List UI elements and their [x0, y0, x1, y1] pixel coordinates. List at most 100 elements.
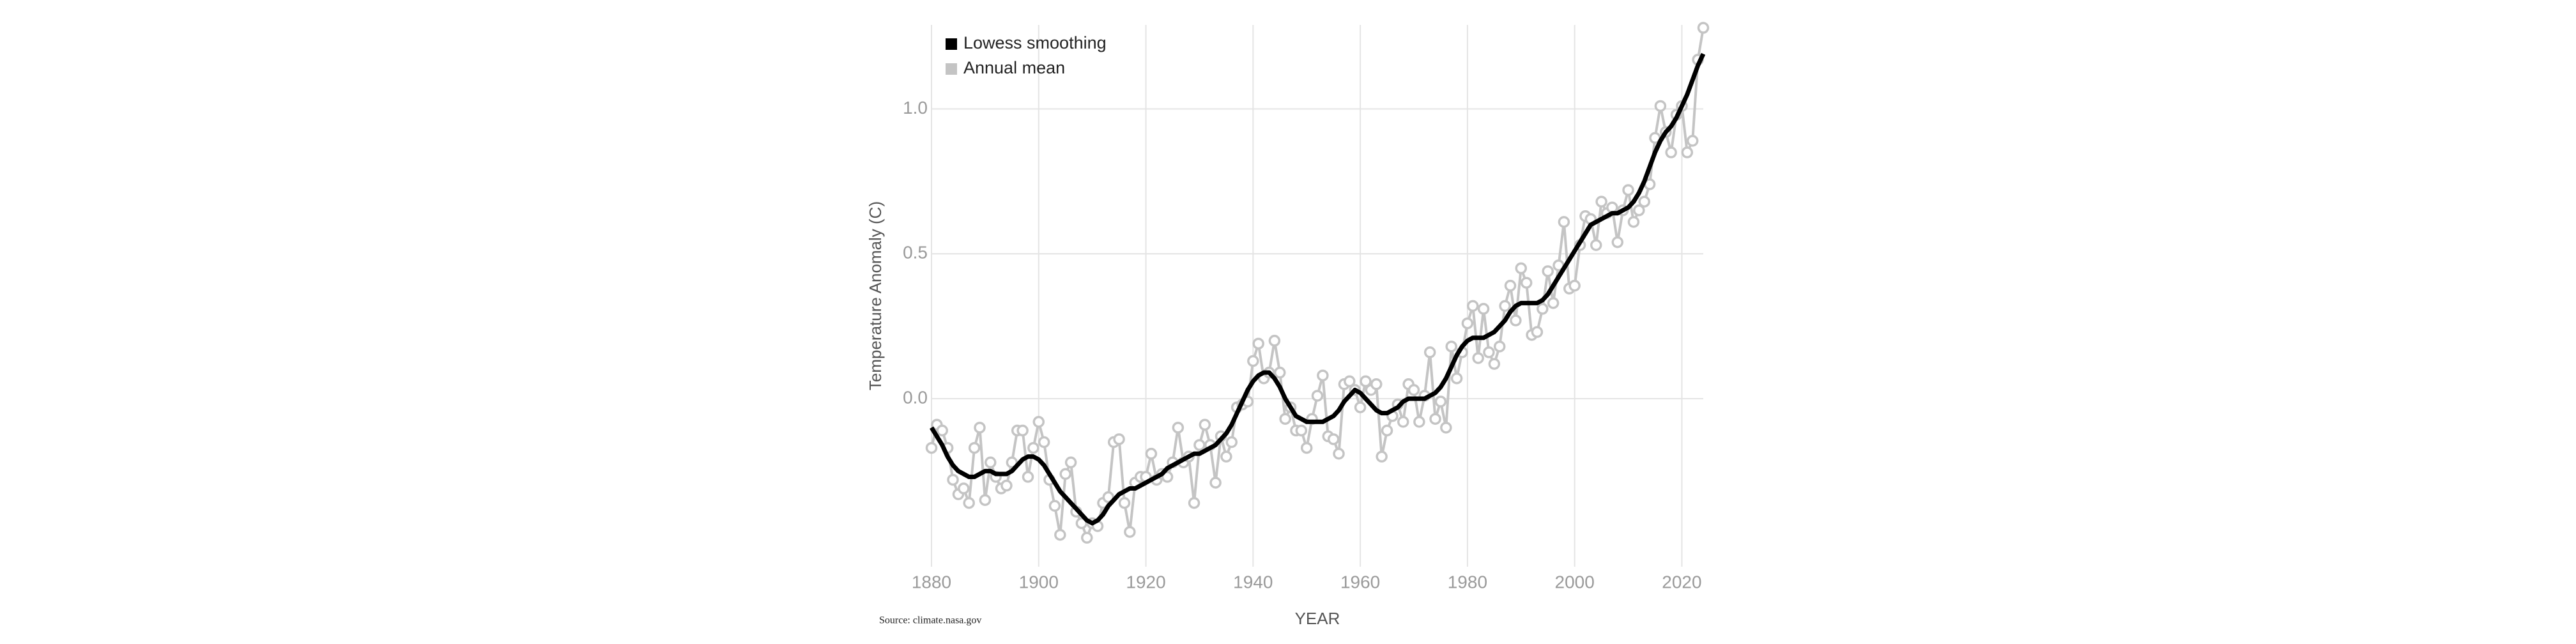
x-tick-label: 1900 [1019, 572, 1059, 592]
data-point [1247, 355, 1259, 367]
data-point [1413, 416, 1425, 428]
data-point [1633, 204, 1645, 217]
data-point [1558, 216, 1570, 228]
data-point [1483, 346, 1495, 358]
data-point [1145, 447, 1158, 460]
data-point [1472, 352, 1484, 364]
data-point [1477, 303, 1490, 315]
data-point [1172, 422, 1184, 434]
legend-swatch [946, 38, 957, 50]
data-point [1638, 195, 1650, 208]
data-point [1054, 528, 1066, 541]
data-point [1493, 341, 1506, 353]
data-point [1450, 372, 1463, 385]
data-point [1113, 433, 1125, 445]
data-point [1354, 401, 1367, 413]
data-point [1627, 216, 1640, 228]
data-point [1467, 300, 1479, 312]
data-point [1193, 439, 1206, 451]
data-point [1048, 500, 1061, 512]
data-point [1547, 297, 1560, 309]
data-point [1440, 422, 1452, 434]
data-point [1360, 375, 1372, 388]
data-point [1295, 424, 1308, 437]
grid [931, 25, 1703, 567]
data-point [1274, 366, 1286, 379]
data-point [1209, 477, 1222, 489]
x-tick-label: 2000 [1555, 572, 1595, 592]
data-point [1697, 22, 1710, 34]
data-point [1606, 201, 1618, 213]
x-axis-label: YEAR [1295, 609, 1340, 628]
data-point [1161, 471, 1174, 483]
data-point [1381, 424, 1393, 437]
y-tick-label: 1.0 [903, 98, 928, 118]
data-point [1665, 146, 1677, 158]
data-point [1407, 384, 1420, 396]
data-point [1333, 447, 1345, 460]
data-point [963, 496, 975, 509]
data-point [1537, 303, 1549, 315]
data-point [1188, 496, 1200, 509]
data-point [1279, 413, 1291, 425]
data-point [1081, 532, 1093, 544]
data-point [1488, 358, 1501, 370]
legend-label: Annual mean [963, 58, 1065, 77]
data-point [1370, 378, 1383, 390]
data-point [968, 441, 981, 454]
data-point [1220, 450, 1232, 463]
data-point [1317, 369, 1329, 381]
data-point [1504, 279, 1517, 292]
data-point [1622, 184, 1634, 196]
data-point [1423, 346, 1436, 358]
data-point [1059, 468, 1071, 480]
data-point [1445, 341, 1457, 353]
data-point [974, 422, 986, 434]
legend-label: Lowess smoothing [963, 33, 1107, 52]
data-point [1429, 413, 1441, 425]
x-tick-label: 2020 [1662, 572, 1701, 592]
data-point [1000, 479, 1013, 492]
data-point [1038, 436, 1050, 448]
data-point [1199, 418, 1211, 431]
data-point [1327, 433, 1340, 445]
x-tick-label: 1940 [1233, 572, 1273, 592]
data-point [1311, 390, 1324, 402]
data-point [985, 456, 997, 468]
data-point [1397, 416, 1409, 428]
data-point [1225, 436, 1238, 448]
data-point [1542, 265, 1554, 277]
data-point [1686, 135, 1699, 147]
x-tick-label: 1880 [912, 572, 951, 592]
data-point [1611, 236, 1624, 249]
data-point [1434, 395, 1447, 408]
data-point [936, 424, 949, 437]
y-tick-label: 0.0 [903, 387, 928, 407]
data-point [1654, 100, 1667, 112]
data-point [1268, 335, 1281, 347]
data-point [1520, 277, 1533, 289]
x-tick-label: 1960 [1340, 572, 1380, 592]
y-axis-label: Temperature Anomaly (C) [866, 201, 885, 390]
data-point [1102, 491, 1115, 503]
data-point [1499, 300, 1511, 312]
data-point [1681, 146, 1694, 158]
source-note: Source: climate.nasa.gov [879, 615, 981, 626]
data-point [1461, 317, 1474, 330]
data-point [1118, 496, 1131, 509]
x-tick-label: 1920 [1126, 572, 1165, 592]
data-point [958, 482, 970, 494]
data-point [1590, 239, 1602, 251]
data-point [1252, 337, 1264, 350]
data-point [1006, 456, 1018, 468]
data-point [925, 441, 938, 454]
data-point [1124, 526, 1136, 538]
y-tick-label: 0.5 [903, 243, 928, 263]
series-line [930, 52, 1706, 526]
data-point [1510, 314, 1522, 326]
data-point [1075, 517, 1088, 530]
data-point [1595, 195, 1607, 208]
data-point [1376, 450, 1388, 463]
